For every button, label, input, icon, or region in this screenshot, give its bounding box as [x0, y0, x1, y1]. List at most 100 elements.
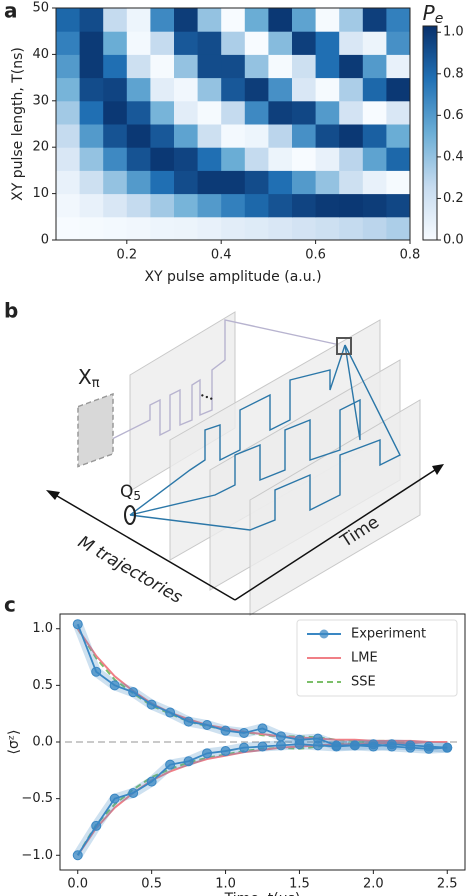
heat-cell	[126, 147, 151, 171]
heat-cell	[150, 124, 175, 148]
colorbar	[422, 25, 438, 241]
heat-cell	[315, 54, 340, 79]
heat-cell	[386, 77, 411, 102]
heat-cell	[56, 216, 81, 241]
heat-cell	[126, 77, 151, 102]
x-tick-label: 0.2	[116, 248, 137, 263]
detector	[336, 337, 352, 355]
heat-cell	[150, 54, 175, 79]
data-point	[165, 759, 176, 770]
heat-cell	[268, 216, 293, 241]
heat-cell	[292, 124, 317, 148]
data-point	[220, 746, 231, 757]
colorbar-label: Pe	[423, 1, 444, 28]
heat-cell	[79, 31, 104, 55]
heat-cell	[174, 31, 199, 55]
heat-cell	[79, 54, 104, 79]
heat-cell	[292, 31, 317, 55]
legend-frame	[296, 619, 458, 697]
gate-label-main: X	[78, 365, 92, 389]
heat-cell	[79, 216, 104, 241]
heat-cell	[126, 8, 151, 32]
panel-label: c	[4, 593, 16, 617]
heat-cell	[174, 216, 199, 241]
heat-cell	[56, 100, 81, 125]
heat-cell	[174, 100, 199, 125]
heat-cell	[103, 170, 128, 195]
axis-arrow	[234, 467, 439, 601]
data-point	[183, 716, 194, 727]
heat-cell	[150, 193, 175, 218]
heat-cell	[362, 216, 387, 241]
x-tick-label: 2.0	[363, 877, 384, 892]
heat-cell	[292, 216, 317, 241]
heat-cell	[386, 100, 411, 125]
heat-cell	[150, 170, 175, 195]
heat-cell	[103, 124, 128, 148]
heat-cell	[221, 8, 246, 32]
data-point	[91, 820, 102, 831]
heat-cell	[292, 54, 317, 79]
data-point	[239, 742, 250, 753]
heat-cell	[103, 216, 128, 241]
heat-cell	[174, 170, 199, 195]
heat-cell	[79, 77, 104, 102]
heat-cell	[174, 8, 199, 32]
heat-cell	[221, 124, 246, 148]
heat-cell	[79, 100, 104, 125]
series-line	[76, 743, 448, 856]
heat-cell	[174, 54, 199, 79]
heat-cell	[362, 31, 387, 55]
heat-cell	[292, 193, 317, 218]
colorbar-tick-label: 0.8	[443, 66, 464, 81]
heat-cell	[56, 31, 81, 55]
axis-label: M trajectories	[74, 532, 185, 608]
panel-label: a	[4, 0, 18, 23]
heat-cell	[386, 193, 411, 218]
heat-cell	[315, 124, 340, 148]
legend-marker	[319, 629, 329, 639]
heat-cell	[103, 54, 128, 79]
heat-cell	[221, 147, 246, 171]
heat-cell	[386, 31, 411, 55]
heat-cell	[268, 100, 293, 125]
plot-frame	[55, 7, 411, 241]
heat-cell	[339, 124, 364, 148]
series-line	[76, 628, 448, 743]
data-point	[386, 739, 397, 750]
heat-cell	[339, 170, 364, 195]
y-tick-label: 40	[32, 47, 49, 62]
x-tick-label: 0.8	[400, 248, 421, 263]
data-point	[146, 699, 157, 710]
heat-cell	[150, 31, 175, 55]
y-tick-label: 30	[32, 93, 49, 108]
heat-cell	[339, 193, 364, 218]
data-point	[442, 742, 453, 753]
x-axis-label: Time, t(μs)	[224, 891, 301, 896]
heat-cell	[315, 31, 340, 55]
data-point	[202, 720, 213, 731]
heat-cell	[79, 8, 104, 32]
heat-cell	[362, 170, 387, 195]
data-point	[146, 776, 157, 787]
heat-cell	[79, 193, 104, 218]
data-point	[183, 756, 194, 767]
heat-cell	[244, 216, 269, 241]
heat-cell	[362, 193, 387, 218]
axis-arrow	[51, 492, 236, 601]
waveform	[129, 344, 346, 516]
heat-cell	[221, 170, 246, 195]
y-tick-label: 20	[32, 140, 49, 155]
data-point	[128, 787, 139, 798]
heat-cell	[174, 77, 199, 102]
heat-cell	[150, 77, 175, 102]
y-axis-label: ⟨σᶻ⟩	[6, 730, 22, 755]
heat-cell	[56, 124, 81, 148]
heat-cell	[103, 31, 128, 55]
heat-cell	[79, 170, 104, 195]
heat-cell	[244, 170, 269, 195]
heat-cell	[221, 216, 246, 241]
heat-cell	[339, 147, 364, 171]
heat-cell	[315, 147, 340, 171]
qubit-icon	[124, 505, 136, 525]
